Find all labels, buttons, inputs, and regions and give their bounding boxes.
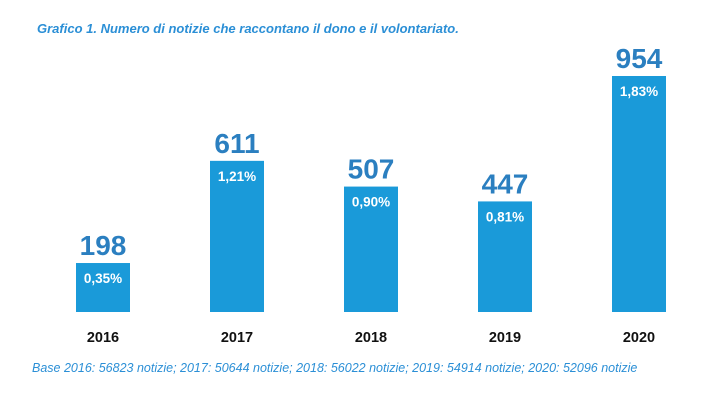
bar-2017 [210, 160, 264, 312]
category-label-2017: 2017 [221, 330, 253, 346]
category-label-2018: 2018 [355, 330, 387, 346]
percent-label-2016: 0,35% [84, 271, 122, 286]
category-label-2019: 2019 [489, 330, 521, 346]
value-label-2016: 198 [80, 230, 127, 261]
percent-label-2018: 0,90% [352, 195, 390, 210]
percent-label-2020: 1,83% [620, 84, 658, 99]
value-label-2019: 447 [482, 168, 529, 199]
percent-label-2017: 1,21% [218, 169, 256, 184]
bar-2020 [612, 76, 666, 312]
value-label-2018: 507 [348, 154, 395, 185]
chart-title: Grafico 1. Numero di notizie che raccont… [37, 21, 459, 36]
bar-2019 [478, 201, 532, 312]
bar-2016 [76, 263, 130, 312]
percent-label-2019: 0,81% [486, 209, 524, 224]
value-label-2017: 611 [214, 128, 259, 159]
category-label-2020: 2020 [623, 330, 655, 346]
category-label-2016: 2016 [87, 330, 119, 346]
value-label-2020: 954 [616, 43, 663, 74]
bar-2018 [344, 186, 398, 312]
chart-footnote: Base 2016: 56823 notizie; 2017: 50644 no… [32, 361, 638, 375]
